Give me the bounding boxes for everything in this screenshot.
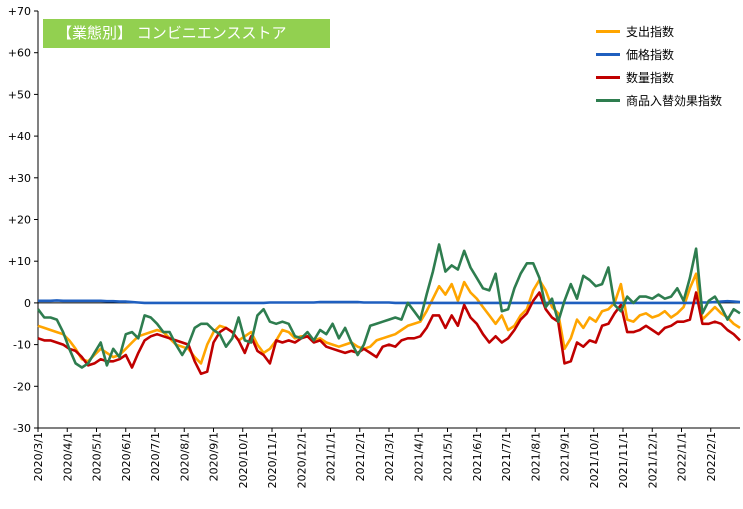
legend-swatch-replacement: [596, 99, 620, 102]
x-tick-label: 2021/2/1: [354, 432, 367, 481]
x-tick-label: 2021/6/1: [471, 432, 484, 481]
legend-label-price: 価格指数: [626, 48, 675, 62]
x-tick-label: 2022/1/1: [676, 432, 689, 481]
x-tick-label: 2021/1/1: [325, 432, 338, 481]
series-line-1: [38, 299, 741, 305]
x-tick-label: 2020/3/1: [32, 432, 45, 481]
y-tick-label: +20: [8, 214, 31, 227]
y-tick-label: +50: [8, 88, 31, 101]
legend-label-spending: 支出指数: [626, 25, 675, 39]
legend-label-quantity: 数量指数: [626, 71, 675, 85]
series-line-0: [37, 272, 741, 365]
y-tick-label: +30: [8, 172, 31, 185]
x-tick-label: 2020/10/1: [237, 432, 250, 488]
x-tick-label: 2020/9/1: [208, 432, 221, 481]
x-tick-label: 2020/11/1: [266, 432, 279, 488]
legend-swatch-spending: [596, 30, 620, 33]
y-tick-label: -20: [13, 380, 31, 393]
x-tick-label: 2020/5/1: [91, 432, 104, 481]
series-line-3: [36, 243, 741, 369]
x-tick-label: 2020/8/1: [178, 432, 191, 481]
legend-item-replacement: 商品入替効果指数: [596, 89, 722, 112]
y-tick-label: +40: [8, 130, 31, 143]
y-tick-label: +10: [8, 255, 31, 268]
x-tick-label: 2020/6/1: [120, 432, 133, 481]
legend-item-price: 価格指数: [596, 43, 722, 66]
legend-swatch-quantity: [596, 76, 620, 79]
x-tick-label: 2021/10/1: [588, 432, 601, 488]
x-tick-label: 2021/9/1: [559, 432, 572, 481]
x-tick-label: 2020/4/1: [61, 432, 74, 481]
x-tick-label: 2021/7/1: [500, 432, 513, 481]
series-line-2: [37, 291, 741, 376]
x-tick-label: 2021/11/1: [617, 432, 630, 488]
x-tick-label: 2021/3/1: [383, 432, 396, 481]
legend-label-replacement: 商品入替効果指数: [626, 94, 723, 108]
y-tick-label: -30: [13, 422, 31, 435]
x-tick-label: 2020/12/1: [295, 432, 308, 488]
x-tick-label: 2022/2/1: [705, 432, 718, 481]
chart-series: [36, 243, 741, 376]
chart-legend: 支出指数 価格指数 数量指数 商品入替効果指数: [596, 20, 722, 112]
x-tick-label: 2021/4/1: [412, 432, 425, 481]
x-tick-label: 2021/12/1: [646, 432, 659, 488]
x-tick-label: 2020/7/1: [149, 432, 162, 481]
y-tick-label: +60: [8, 47, 31, 60]
y-tick-label: 0: [24, 297, 31, 310]
legend-item-quantity: 数量指数: [596, 66, 722, 89]
legend-swatch-price: [596, 53, 620, 56]
y-tick-label: +70: [8, 5, 31, 18]
chart-title: 【業態別】 コンビニエンスストア: [43, 19, 330, 48]
x-tick-label: 2021/5/1: [442, 432, 455, 481]
legend-item-spending: 支出指数: [596, 20, 722, 43]
x-tick-label: 2021/8/1: [529, 432, 542, 481]
y-tick-label: -10: [13, 339, 31, 352]
